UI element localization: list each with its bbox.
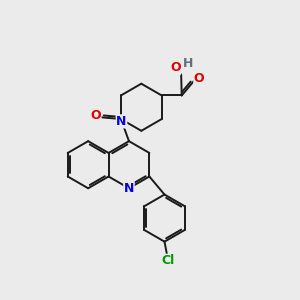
Text: O: O (194, 72, 205, 85)
Text: N: N (116, 115, 127, 128)
Text: Cl: Cl (161, 254, 175, 267)
Text: O: O (90, 109, 101, 122)
Text: H: H (182, 57, 193, 70)
Text: N: N (124, 182, 134, 195)
Text: O: O (170, 61, 181, 74)
